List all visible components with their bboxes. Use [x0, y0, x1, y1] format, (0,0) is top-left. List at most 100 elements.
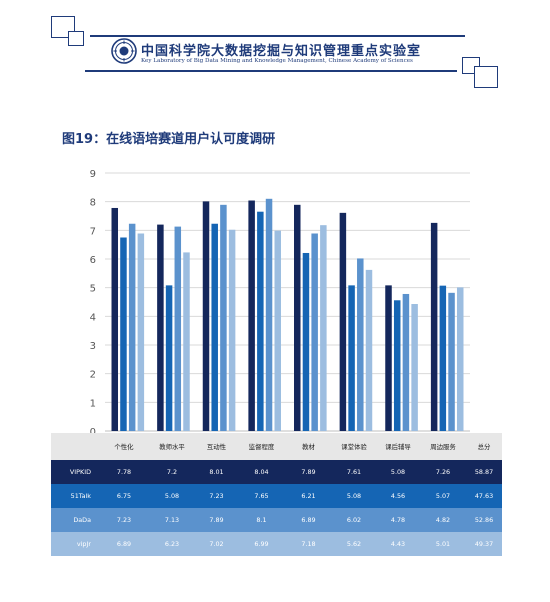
- bar-vipJr-课堂体验: [365, 269, 373, 431]
- table-cell: 8.1: [256, 516, 267, 524]
- bar-vipJr-监督程度: [274, 230, 281, 431]
- y-tick-label: 6: [90, 255, 96, 266]
- bar-DaDa-课堂体验: [357, 258, 364, 431]
- bar-DaDa-互动性: [220, 204, 227, 431]
- bar-vipJr-周边服务: [456, 287, 464, 431]
- bar-VIPKID-教师水平: [157, 224, 164, 431]
- y-tick-label: 2: [90, 370, 96, 381]
- table-row: 51Talk 6.75 5.08 7.23 7.65 6.21 5.08 4.56 5.07 47…: [51, 484, 502, 508]
- table-cell: 7.89: [301, 468, 316, 476]
- bar-DaDa-周边服务: [448, 292, 455, 431]
- bar-51Talk-教师水平: [165, 285, 173, 431]
- corner-square-bottom-right-inner: [474, 66, 498, 88]
- table-cell: 7.61: [346, 468, 362, 476]
- table-header-cell: 互动性: [195, 433, 238, 460]
- bar-51Talk-个性化: [120, 237, 127, 431]
- table-cell: 7.13: [164, 516, 180, 524]
- bar-DaDa-教师水平: [174, 226, 182, 431]
- table-row: VIPKID 7.78 7.2 8.01 8.04 7.89 7.61 5.08 7.26 58.…: [51, 460, 502, 484]
- bar-vipJr-互动性: [228, 229, 236, 431]
- table-header-row: 个性化 教师水平 互动性 监督程度 教材 课堂体验 课后辅导 周边服务 总分: [51, 433, 502, 460]
- y-tick-label: 3: [90, 341, 96, 352]
- table-cell: 47.63: [474, 492, 494, 500]
- bar-vipJr-课后辅导: [411, 304, 418, 431]
- table-cell: 5.08: [164, 492, 180, 500]
- table-row-label: VIPKID: [69, 468, 91, 476]
- table-cell: 7.78: [116, 468, 132, 476]
- bar-vipJr-教材: [320, 225, 327, 431]
- table-cell: 49.37: [474, 540, 494, 548]
- table-cell: 4.78: [390, 516, 406, 524]
- table-cell: 6.89: [301, 516, 316, 524]
- table-header-cell: 课后辅导: [376, 433, 420, 460]
- table-header-cell: 课堂体验: [332, 433, 376, 460]
- table-header-corner: [51, 433, 99, 460]
- table-cell: 7.02: [209, 540, 224, 548]
- figure-caption: 图19：在线语培赛道用户认可度调研: [62, 132, 276, 147]
- table-cell: 7.18: [301, 540, 316, 548]
- y-axis-tick-labels: 0 1 2 3 4 5 6 7 8 9: [90, 169, 96, 438]
- table-cell: 6.02: [346, 516, 362, 524]
- cas-logo-icon: [111, 38, 137, 64]
- table-cell: 8.04: [254, 468, 269, 476]
- table-cell: 7.26: [435, 468, 451, 476]
- bar-VIPKID-互动性: [202, 201, 210, 431]
- table-cell: 5.62: [346, 540, 362, 548]
- table-cell: 7.89: [209, 516, 224, 524]
- header-title-en: Key Laboratory of Big Data Mining and Kn…: [141, 58, 413, 64]
- y-tick-label: 8: [90, 198, 96, 209]
- bar-VIPKID-课堂体验: [339, 212, 347, 431]
- table-row-label: 51Talk: [70, 492, 91, 500]
- table-cell: 6.21: [301, 492, 316, 500]
- table-header-cell: 教材: [285, 433, 332, 460]
- bar-51Talk-监督程度: [257, 211, 264, 431]
- table-cell: 7.2: [166, 468, 178, 476]
- table-body: VIPKID 7.78 7.2 8.01 8.04 7.89 7.61 5.08 7.26 58.…: [51, 460, 502, 556]
- grid-lines: [105, 172, 470, 432]
- bar-DaDa-监督程度: [265, 198, 273, 431]
- bar-51Talk-周边服务: [439, 285, 447, 431]
- y-tick-label: 9: [90, 169, 96, 180]
- table-header-cell: 总分: [466, 433, 502, 460]
- table-cell: 7.23: [116, 516, 132, 524]
- bar-VIPKID-个性化: [111, 207, 119, 431]
- table-header-cell: 教师水平: [149, 433, 195, 460]
- table-cell: 4.56: [390, 492, 406, 500]
- table-cell: 8.01: [209, 468, 224, 476]
- y-tick-label: 1: [90, 398, 96, 409]
- bar-VIPKID-周边服务: [430, 222, 438, 431]
- bar-51Talk-互动性: [211, 223, 218, 431]
- bar-VIPKID-监督程度: [248, 200, 255, 431]
- bar-DaDa-教材: [311, 233, 318, 431]
- table-row: vipJr 6.89 6.23 7.02 6.99 7.18 5.62 4.43 5.01 49.…: [51, 532, 502, 556]
- bar-51Talk-课堂体验: [348, 285, 355, 431]
- data-table: 个性化 教师水平 互动性 监督程度 教材 课堂体验 课后辅导 周边服务 总分 VIPKID 7.7…: [51, 433, 502, 556]
- bars: [111, 198, 464, 431]
- table-header-cell: 个性化: [99, 433, 149, 460]
- y-tick-label: 7: [90, 226, 96, 237]
- table-cell: 5.01: [435, 540, 451, 548]
- y-tick-label: 4: [90, 312, 96, 323]
- y-tick-label: 5: [90, 284, 96, 295]
- table-header-cell: 周边服务: [420, 433, 466, 460]
- corner-square-top-left-outer: [51, 16, 75, 38]
- bar-VIPKID-课后辅导: [385, 285, 392, 431]
- bar-51Talk-教材: [302, 252, 310, 431]
- header-rule-top: [90, 35, 465, 37]
- table-cell: 4.82: [435, 516, 451, 524]
- corner-square-top-left-inner: [68, 31, 84, 46]
- bar-vipJr-个性化: [137, 233, 145, 431]
- table-cell: 58.87: [474, 468, 494, 476]
- table-row: DaDa 7.23 7.13 7.89 8.1 6.89 6.02 4.78 4.82 52.86: [51, 508, 502, 532]
- table-cell: 4.43: [390, 540, 406, 548]
- table-cell: 5.08: [390, 468, 406, 476]
- table-header-cell: 监督程度: [238, 433, 285, 460]
- header-rule-bottom: [85, 70, 457, 72]
- bar-51Talk-课后辅导: [393, 300, 401, 431]
- header-title-cn: 中国科学院大数据挖掘与知识管理重点实验室: [141, 44, 422, 59]
- table-cell: 6.23: [164, 540, 180, 548]
- table-cell: 5.07: [435, 492, 451, 500]
- bar-DaDa-个性化: [128, 223, 136, 431]
- table-cell: 7.23: [209, 492, 224, 500]
